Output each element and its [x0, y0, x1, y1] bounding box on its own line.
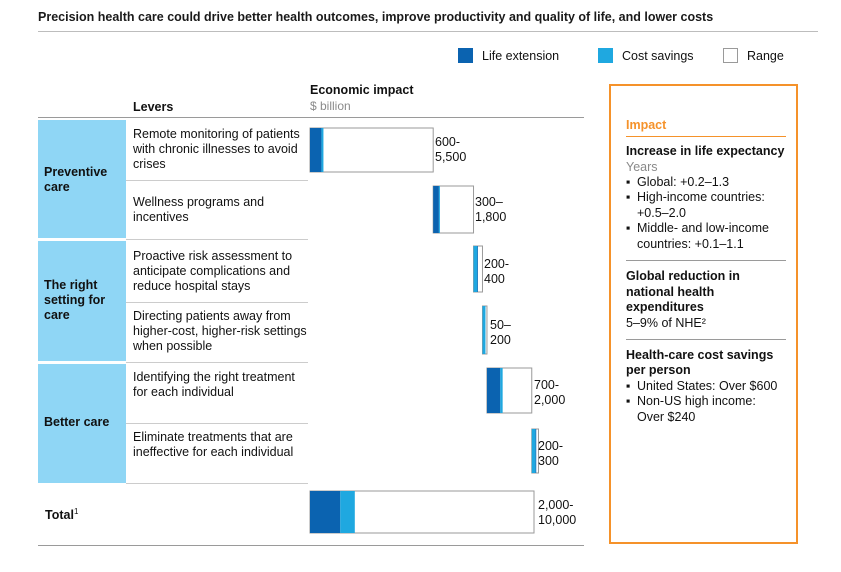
title-divider: [38, 31, 818, 32]
range-label-proactive-risk: 200- 400: [484, 257, 510, 286]
group-right-setting: The right setting for care: [38, 241, 126, 361]
total-footnote: 1: [73, 507, 79, 516]
lever-wellness-programs: Wellness programs and incentives: [133, 195, 265, 224]
impact-panel-title: Impact: [626, 118, 786, 137]
legend-label-range: Range: [747, 48, 784, 63]
nhe-reduction-heading: Global reduction in national health expe…: [626, 269, 740, 314]
low-bar-right-treatment: [486, 368, 501, 413]
low-bar-wellness: [433, 186, 439, 233]
chart-title: Precision health care could drive better…: [38, 10, 714, 24]
row-divider: [126, 423, 308, 424]
low-bar-secondary-eliminate: [535, 429, 537, 473]
life-expectancy-list: Global: +0.2–1.3 High-income countries: …: [626, 175, 786, 253]
range-label-eliminate: 200- 300: [538, 439, 564, 468]
nhe-reduction-value: 5–9% of NHE²: [626, 315, 706, 330]
row-divider: [126, 302, 308, 303]
levers-header: Levers: [133, 100, 174, 114]
range-bar-wellness: [432, 185, 475, 234]
lever-right-treatment: Identifying the right treatment for each…: [133, 370, 295, 399]
impact-header: Economic impact: [310, 83, 414, 97]
low-bar-secondary-right-treatment: [500, 368, 503, 413]
legend-swatch-range: [723, 48, 738, 63]
legend-swatch-cost-savings: [598, 48, 613, 63]
range-label-total: 2,000- 10,000: [538, 498, 577, 527]
row-divider: [126, 483, 308, 484]
legend-label-life-extension: Life extension: [482, 48, 560, 63]
low-bar-proactive-risk: [473, 246, 478, 292]
life-expectancy-unit: Years: [626, 159, 658, 174]
impact-panel-divider: [626, 338, 786, 340]
legend-range: Range: [723, 48, 784, 63]
impact-panel: Impact Increase in life expectancy Years…: [609, 84, 798, 544]
legend-label-cost-savings: Cost savings: [622, 48, 694, 63]
legend-cost-savings: Cost savings: [598, 48, 694, 63]
lever-eliminate-treatments: Eliminate treatments that are ineffectiv…: [133, 430, 294, 459]
header-divider: [38, 117, 584, 118]
cost-savings-heading: Health-care cost savings per person: [626, 347, 774, 378]
row-divider: [126, 362, 308, 363]
total-label: Total1: [45, 507, 78, 522]
low-bar-eliminate: [531, 429, 536, 473]
life-expectancy-heading: Increase in life expectancy: [626, 144, 785, 158]
list-item: High-income countries: +0.5–2.0: [626, 190, 786, 221]
group-preventive-care: Preventive care: [38, 120, 126, 238]
range-label-wellness: 300– 1,800: [475, 195, 507, 224]
list-item: Non-US high income: Over $240: [626, 394, 786, 425]
low-bar-remote-monitoring: [310, 128, 322, 172]
lever-proactive-risk: Proactive risk assessment to anticipate …: [133, 249, 293, 293]
range-label-directing: 50– 200: [490, 318, 511, 347]
low-bar-secondary-remote-monitoring: [321, 128, 324, 172]
low-bar-directing: [482, 306, 486, 354]
list-item: Middle- and low-income countries: +0.1–1…: [626, 221, 786, 252]
list-item: United States: Over $600: [626, 379, 786, 395]
lever-directing-patients: Directing patients away from higher-cost…: [133, 309, 307, 353]
range-bar-remote-monitoring: [309, 127, 434, 173]
impact-unit: $ billion: [310, 99, 351, 113]
row-divider: [126, 239, 308, 240]
range-label-remote-monitoring: 600- 5,500: [435, 135, 467, 164]
legend-life-extension: Life extension: [458, 48, 559, 63]
group-better-care: Better care: [38, 364, 126, 483]
bottom-divider: [38, 545, 584, 546]
low-bar-total-life-extension: [310, 491, 341, 533]
list-item: Global: +0.2–1.3: [626, 175, 786, 191]
low-bar-secondary-wellness: [438, 186, 440, 233]
low-bar-secondary-proactive-risk: [477, 246, 478, 292]
total-label-text: Total: [45, 508, 74, 523]
impact-panel-divider: [626, 260, 786, 261]
cost-savings-list: United States: Over $600 Non-US high inc…: [626, 379, 786, 426]
row-divider: [126, 180, 308, 181]
lever-remote-monitoring: Remote monitoring of patients with chron…: [133, 127, 300, 171]
legend-swatch-life-extension: [458, 48, 473, 63]
range-label-right-treatment: 700- 2,000: [534, 378, 566, 407]
low-bar-total-cost-savings: [340, 491, 355, 533]
